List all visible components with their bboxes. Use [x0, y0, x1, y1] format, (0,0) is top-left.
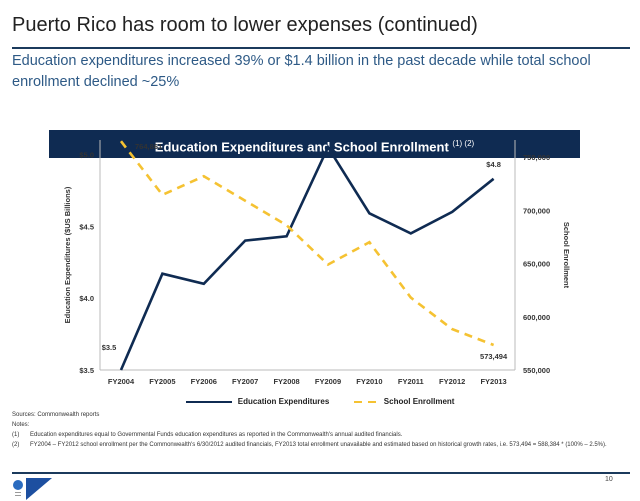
- slide-subtitle: Education expenditures increased 39% or …: [12, 53, 591, 90]
- y-tick-label: $3.5: [79, 366, 94, 375]
- legend-swatch-dashed: [353, 400, 376, 404]
- chart-title-bar: Education Expenditures and School Enroll…: [49, 130, 580, 158]
- note-2: (2) FY2004 – FY2012 school enrollment per…: [12, 440, 622, 450]
- legend-swatch-solid: [185, 400, 232, 404]
- x-tick-label: FY2010: [356, 377, 382, 386]
- chart-footnote-refs: (1) (2): [452, 139, 475, 148]
- x-tick-label: FY2004: [108, 377, 135, 386]
- y-tick-label: $4.5: [79, 222, 94, 231]
- y2-tick-label: 600,000: [523, 313, 550, 322]
- x-tick-label: FY2005: [149, 377, 175, 386]
- x-tick-label: FY2013: [480, 377, 506, 386]
- note-key: (1): [12, 432, 20, 438]
- slide-title: Puerto Rico has room to lower expenses (…: [12, 14, 478, 36]
- y2-axis-title: School Enrollment: [562, 222, 571, 289]
- note-text: FY2004 – FY2012 school enrollment per th…: [30, 442, 607, 448]
- y2-tick-label: 650,000: [523, 260, 550, 269]
- y-tick-label: $4.0: [79, 294, 94, 303]
- title-divider: [12, 47, 630, 49]
- chart-title: Education Expenditures and School Enroll…: [154, 139, 449, 155]
- data-label: $3.5: [102, 343, 117, 352]
- notes-label: Notes:: [12, 422, 30, 428]
- legend-label-expenditures: Education Expenditures: [237, 397, 330, 407]
- x-tick-label: FY2011: [398, 377, 424, 386]
- centennial-group-logo: [13, 478, 52, 500]
- y-axis-title: Education Expenditures ($US Billions): [63, 186, 72, 323]
- x-tick-label: FY2012: [439, 377, 465, 386]
- note-key: (2): [12, 442, 20, 448]
- enrollment-line: [119, 140, 495, 347]
- x-tick-label: FY2008: [273, 377, 299, 386]
- page-number: 10: [605, 476, 613, 483]
- note-text: Education expenditures equal to Governme…: [30, 432, 403, 438]
- note-1: (1) Education expenditures equal to Gover…: [12, 430, 622, 440]
- data-label: $4.8: [486, 160, 501, 169]
- x-tick-label: FY2009: [315, 377, 341, 386]
- x-tick-label: FY2006: [191, 377, 217, 386]
- y2-tick-label: 700,000: [523, 206, 550, 215]
- legend-label-enrollment: School Enrollment: [383, 397, 455, 407]
- data-label: 573,494: [480, 352, 508, 361]
- y2-tick-label: 550,000: [523, 366, 550, 375]
- y2-tick-label: 750,000: [523, 153, 550, 162]
- expenditures-line: [119, 144, 495, 371]
- footer-divider: [12, 472, 630, 474]
- x-tick-label: FY2007: [232, 377, 258, 386]
- y-tick-label: $5.0: [79, 150, 94, 159]
- chart-legend: Education Expenditures School Enrollment: [0, 397, 640, 406]
- footnotes: Sources: Commonwealth reports Notes: (1)…: [12, 410, 622, 450]
- sources: Sources: Commonwealth reports: [12, 412, 100, 418]
- data-label: 764,861: [135, 142, 162, 151]
